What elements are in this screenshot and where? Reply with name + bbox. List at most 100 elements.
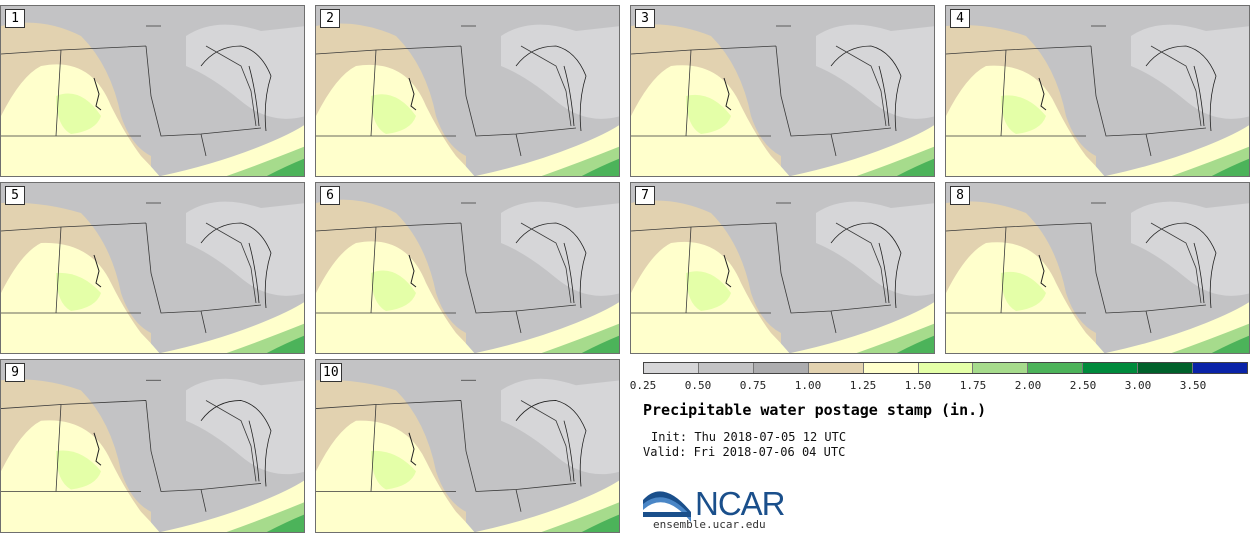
map-canvas <box>946 183 1249 353</box>
map-canvas <box>1 183 304 353</box>
precip-region-light-gray <box>816 24 934 119</box>
map-canvas <box>316 6 619 176</box>
state-boundaries <box>316 202 577 334</box>
member-number-label: 5 <box>5 186 25 205</box>
colorbar-tick-label: 1.75 <box>959 379 987 392</box>
ensemble-member-map-7: 7 <box>630 182 935 354</box>
state-boundaries <box>946 202 1207 334</box>
colorbar-swatch <box>808 363 864 373</box>
member-number-label: 8 <box>950 186 970 205</box>
great-lakes-shoreline <box>515 45 587 132</box>
ensemble-member-map-10: 10 <box>315 359 620 533</box>
map-canvas <box>316 183 619 353</box>
state-boundaries <box>946 25 1207 157</box>
colorbar-tick-label: 0.25 <box>629 379 657 392</box>
member-number-label: 10 <box>320 363 342 382</box>
init-time: Init: Thu 2018-07-05 12 UTC <box>651 430 847 444</box>
valid-time: Valid: Fri 2018-07-06 04 UTC <box>643 445 846 459</box>
precip-region-light-gray <box>186 201 304 296</box>
precip-region-light-green <box>56 450 101 490</box>
precip-region-light-green <box>371 270 416 311</box>
precip-region-light-gray <box>1131 24 1249 119</box>
river-outline <box>1038 254 1047 288</box>
ensemble-member-map-5: 5 <box>0 182 305 354</box>
colorbar-tick-label: 1.25 <box>849 379 877 392</box>
colorbar-swatch <box>1138 363 1194 373</box>
ncar-logo-icon <box>643 491 691 522</box>
state-boundaries <box>1 379 262 512</box>
state-boundaries <box>316 379 577 512</box>
precip-band-dark-green <box>581 158 619 176</box>
precip-region-light-green <box>56 272 101 311</box>
ncar-url: ensemble.ucar.edu <box>653 518 766 531</box>
precip-region-light-green <box>56 93 101 134</box>
member-number-label: 7 <box>635 186 655 205</box>
great-lakes-shoreline <box>515 222 587 309</box>
great-lakes-shoreline <box>515 400 587 487</box>
ensemble-member-map-8: 8 <box>945 182 1250 354</box>
state-boundaries <box>631 25 892 157</box>
ensemble-member-map-1: 1 <box>0 5 305 177</box>
great-lakes-shoreline <box>200 400 272 487</box>
member-number-label: 1 <box>5 9 25 28</box>
member-number-label: 4 <box>950 9 970 28</box>
precip-region-light-gray <box>186 378 304 475</box>
river-outline <box>93 254 102 288</box>
colorbar-tick-label: 3.00 <box>1124 379 1152 392</box>
precip-band-dark-green <box>1211 335 1249 353</box>
great-lakes-shoreline <box>200 222 272 309</box>
river-outline <box>723 254 732 288</box>
colorbar-swatch <box>1083 363 1139 373</box>
precip-band-dark-green <box>581 335 619 353</box>
precip-band-dark-green <box>266 335 304 353</box>
river-outline <box>408 254 417 288</box>
colorbar-swatch <box>644 363 699 373</box>
map-canvas <box>631 183 934 353</box>
member-number-label: 2 <box>320 9 340 28</box>
precip-region-light-green <box>371 94 416 134</box>
ensemble-member-map-9: 9 <box>0 359 305 533</box>
great-lakes-shoreline <box>200 45 272 132</box>
river-outline <box>408 77 417 111</box>
state-boundaries <box>316 25 577 157</box>
river-outline <box>93 77 102 111</box>
precip-region-light-gray <box>501 378 619 475</box>
colorbar-labels: 0.25 0.50 0.75 1.00 1.25 1.50 1.75 2.00 … <box>630 379 1248 393</box>
precip-region-light-gray <box>501 201 619 296</box>
precip-region-light-gray <box>186 24 304 119</box>
river-outline <box>93 432 102 466</box>
colorbar-tick-label: 2.50 <box>1069 379 1097 392</box>
precip-region-light-gray <box>1131 201 1249 296</box>
precip-band-dark-green <box>581 514 619 532</box>
colorbar-tick-label: 1.50 <box>904 379 932 392</box>
state-boundaries <box>631 202 892 334</box>
map-canvas <box>1 6 304 176</box>
great-lakes-shoreline <box>1145 45 1217 132</box>
member-number-label: 6 <box>320 186 340 205</box>
product-title: Precipitable water postage stamp (in.) <box>643 401 987 419</box>
map-canvas <box>1 360 304 532</box>
colorbar-swatch <box>918 363 974 373</box>
precip-region-light-gray <box>816 201 934 296</box>
colorbar-swatch <box>698 363 754 373</box>
precip-region-light-green <box>1001 95 1046 134</box>
member-number-label: 3 <box>635 9 655 28</box>
colorbar-tick-label: 3.50 <box>1179 379 1207 392</box>
river-outline <box>408 432 417 466</box>
precip-region-light-green <box>371 450 416 490</box>
colorbar-tick-label: 0.50 <box>684 379 712 392</box>
precip-region-light-green <box>686 94 731 134</box>
colorbar-swatch <box>1028 363 1084 373</box>
colorbar-tick-label: 2.00 <box>1014 379 1042 392</box>
colorbar-tick-label: 0.75 <box>739 379 767 392</box>
great-lakes-shoreline <box>1145 222 1217 309</box>
ensemble-member-map-4: 4 <box>945 5 1250 177</box>
ensemble-member-map-6: 6 <box>315 182 620 354</box>
colorbar-swatch <box>1193 363 1247 373</box>
river-outline <box>1038 77 1047 111</box>
state-boundaries <box>1 25 262 157</box>
colorbar-swatch <box>753 363 809 373</box>
map-canvas <box>946 6 1249 176</box>
precip-band-dark-green <box>896 158 934 176</box>
colorbar-swatch <box>863 363 919 373</box>
